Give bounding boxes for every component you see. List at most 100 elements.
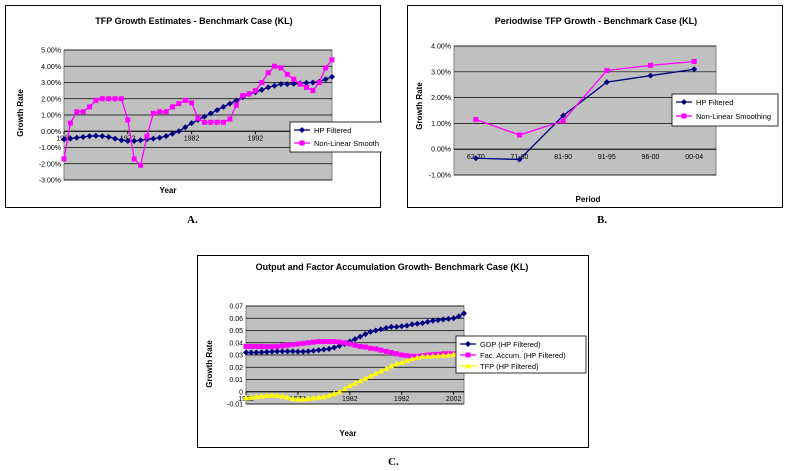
chart-c-data-point <box>388 363 395 369</box>
chart-a-data-point <box>105 133 112 140</box>
chart-a-ytick-label: 3.00% <box>41 80 61 87</box>
chart-a-ytick-label: -1.00% <box>39 145 61 152</box>
chart-c-data-point <box>342 340 348 346</box>
chart-c-data-point <box>305 348 312 355</box>
chart-c-data-point <box>310 339 316 345</box>
chart-a-data-point <box>323 65 329 71</box>
chart-a-data-point <box>214 107 221 114</box>
chart-a-data-point <box>208 119 214 125</box>
chart-a-data-point <box>124 138 131 144</box>
chart-a-xtick-label: 1992 <box>248 135 264 142</box>
chart-a-ytick-label: 5.00% <box>41 48 61 55</box>
chart-b-ytick-label: 4.00% <box>431 44 451 51</box>
chart-c-data-point <box>419 353 426 359</box>
chart-c-data-point <box>290 342 296 348</box>
chart-a-data-point <box>169 130 176 137</box>
chart-a-data-point <box>163 109 169 115</box>
chart-c-data-point <box>424 318 431 325</box>
chart-c-data-point <box>377 326 384 333</box>
chart-a-data-point <box>201 119 207 125</box>
chart-a-data-point <box>93 97 99 103</box>
chart-c-data-point <box>357 343 363 349</box>
chart-a-data-point <box>189 100 195 106</box>
chart-c-ytick-label: 0 <box>239 389 243 396</box>
chart-c-data-point <box>284 394 291 400</box>
chart-c-data-point <box>305 340 311 346</box>
chart-a-data-point <box>176 101 182 107</box>
chart-c-data-point <box>346 382 353 389</box>
chart-b-ytick-label: 3.00% <box>431 69 451 76</box>
chart-c-data-point <box>268 348 275 355</box>
chart-a-data-point <box>316 80 322 85</box>
chart-c-ytick-label: 0.04 <box>229 340 243 347</box>
chart-a-data-point <box>118 137 125 144</box>
chart-c-data-point <box>388 323 395 330</box>
chart-c-data-point <box>383 365 390 371</box>
chart-c-data-point <box>331 344 338 351</box>
chart-a-data-point <box>220 103 227 110</box>
chart-a-legend-marker <box>299 127 305 133</box>
chart-c-data-point <box>409 321 416 328</box>
chart-c-data-point <box>263 392 270 398</box>
chart-b-data-point <box>473 117 479 123</box>
chart-b-legend-label: HP Filtered <box>696 98 733 107</box>
chart-c-legend-box <box>455 335 587 374</box>
chart-b-ylabel: Growth Rate <box>415 82 424 130</box>
chart-c-data-point <box>259 343 265 349</box>
chart-a-data-point <box>265 84 272 91</box>
chart-a-data-point <box>233 102 239 108</box>
chart-a-data-point <box>80 109 86 115</box>
chart-a-data-point <box>137 137 144 144</box>
chart-c-data-point <box>310 347 317 354</box>
chart-c-data-point <box>393 323 400 330</box>
chart-c-data-point <box>258 393 265 399</box>
chart-c-data-point <box>372 327 379 334</box>
chart-c-data-point <box>264 344 270 350</box>
chart-b-data-point <box>560 112 567 119</box>
chart-c-data-point <box>399 352 405 358</box>
chart-c-data-point <box>300 396 307 402</box>
chart-a-data-point <box>73 134 80 141</box>
chart-a-data-point <box>258 86 265 93</box>
chart-a-data-point <box>67 135 74 142</box>
chart-a-data-point <box>144 133 150 139</box>
chart-c-data-point <box>383 325 390 332</box>
chart-c-legend-marker <box>465 363 471 369</box>
chart-c-data-point <box>352 336 358 343</box>
chart-c-data-point <box>279 393 286 399</box>
chart-c-data-point <box>295 341 301 347</box>
chart-c-data-point <box>294 348 301 355</box>
chart-c-data-point <box>253 393 260 400</box>
chart-a-ytick-label: 0.00% <box>41 129 61 136</box>
chart-c-legend-marker <box>465 341 471 347</box>
chart-c-data-point <box>388 350 394 356</box>
chart-c-data-point <box>320 393 327 400</box>
chart-a-data-point <box>272 63 278 69</box>
chart-b-data-point <box>472 155 479 162</box>
chart-a-data-point <box>92 132 99 139</box>
chart-c-data-point <box>362 331 369 338</box>
chart-c-xtick-label: 1992 <box>394 396 410 403</box>
chart-a-data-point <box>265 70 271 76</box>
chart-a-data-point <box>303 84 309 90</box>
chart-a-data-point <box>290 80 297 87</box>
chart-a-data-point <box>138 162 144 168</box>
chart-c-data-point <box>336 388 343 395</box>
chart-b-ytick-label: 1.00% <box>431 121 451 128</box>
chart-c-data-point <box>326 339 332 345</box>
chart-c-data-point <box>424 353 431 359</box>
chart-a-data-point <box>118 96 124 102</box>
chart-c-data-point <box>248 394 255 400</box>
chart-b-data-point <box>604 68 610 74</box>
chart-c-ytick-label: 0.01 <box>229 377 243 384</box>
chart-a-data-point <box>303 79 310 86</box>
chart-b-xtick-label: 91-95 <box>598 154 616 161</box>
chart-c-data-point <box>367 328 374 335</box>
chart-a-data-point <box>329 57 335 63</box>
chart-c-data-point <box>243 394 249 401</box>
chart-c-data-point <box>279 348 286 355</box>
chart-c-data-point <box>253 349 260 356</box>
chart-a-legend-label: HP Filtered <box>314 126 351 135</box>
chart-b-ytick-label: 2.00% <box>431 95 451 102</box>
chart-c-data-point <box>274 348 281 355</box>
